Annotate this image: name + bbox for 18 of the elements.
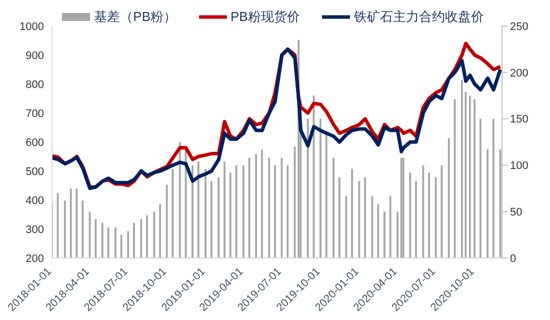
y2-tick-label: 200: [510, 67, 528, 80]
y2-tick-label: 50: [510, 206, 522, 219]
y-tick-label: 700: [26, 108, 44, 120]
y2-tick-label: 0: [510, 252, 516, 265]
y-tick-label: 1000: [20, 20, 44, 33]
y-tick-label: 400: [26, 194, 44, 207]
y2-tick-label: 100: [510, 160, 528, 172]
y-tick-label: 800: [26, 78, 44, 91]
y2-tick-label: 150: [510, 114, 528, 126]
y2-tick-label: 250: [510, 20, 528, 33]
y-tick-label: 600: [26, 136, 44, 149]
legend-label: 铁矿石主力合约收盘价: [354, 8, 484, 26]
y-tick-label: 500: [26, 166, 44, 178]
legend-label: PB粉现货价: [230, 8, 300, 26]
y-tick-label: 900: [26, 50, 44, 62]
y-tick-label: 300: [26, 224, 44, 236]
y-tick-label: 200: [26, 252, 44, 265]
legend-label: 基差（PB粉）: [94, 8, 176, 26]
